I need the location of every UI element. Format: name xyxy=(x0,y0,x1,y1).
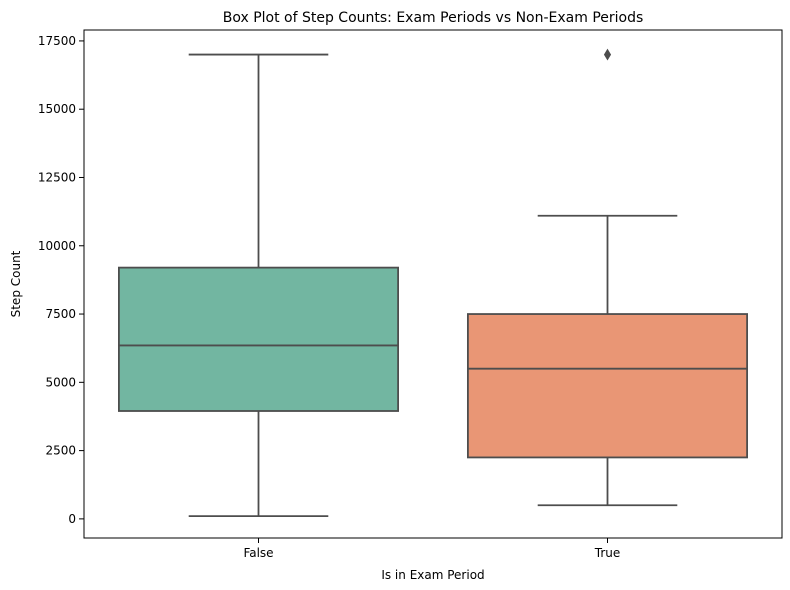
chart-title: Box Plot of Step Counts: Exam Periods vs… xyxy=(223,10,644,26)
y-axis-label: Step Count xyxy=(9,250,23,317)
plot-frame xyxy=(83,29,783,539)
plot-area xyxy=(118,48,749,518)
x-axis: False True xyxy=(243,538,620,560)
iqr-box xyxy=(466,313,749,459)
y-tick-label: 15000 xyxy=(38,102,76,116)
y-axis: 0 2500 5000 7500 10000 12500 15000 17500 xyxy=(38,34,84,526)
box-group-false xyxy=(118,53,400,518)
y-tick-label: 0 xyxy=(68,512,76,526)
x-tick-label: False xyxy=(243,546,273,560)
y-tick-label: 7500 xyxy=(45,307,76,321)
y-tick-label: 17500 xyxy=(38,34,76,48)
iqr-box xyxy=(118,266,400,412)
x-tick-label: True xyxy=(594,546,621,560)
y-tick-label: 2500 xyxy=(45,444,76,458)
x-axis-label: Is in Exam Period xyxy=(381,568,484,582)
outlier-point xyxy=(603,48,612,61)
y-tick-label: 5000 xyxy=(45,375,76,389)
y-tick-label: 10000 xyxy=(38,239,76,253)
box-group-true xyxy=(466,48,749,507)
y-tick-label: 12500 xyxy=(38,170,76,184)
